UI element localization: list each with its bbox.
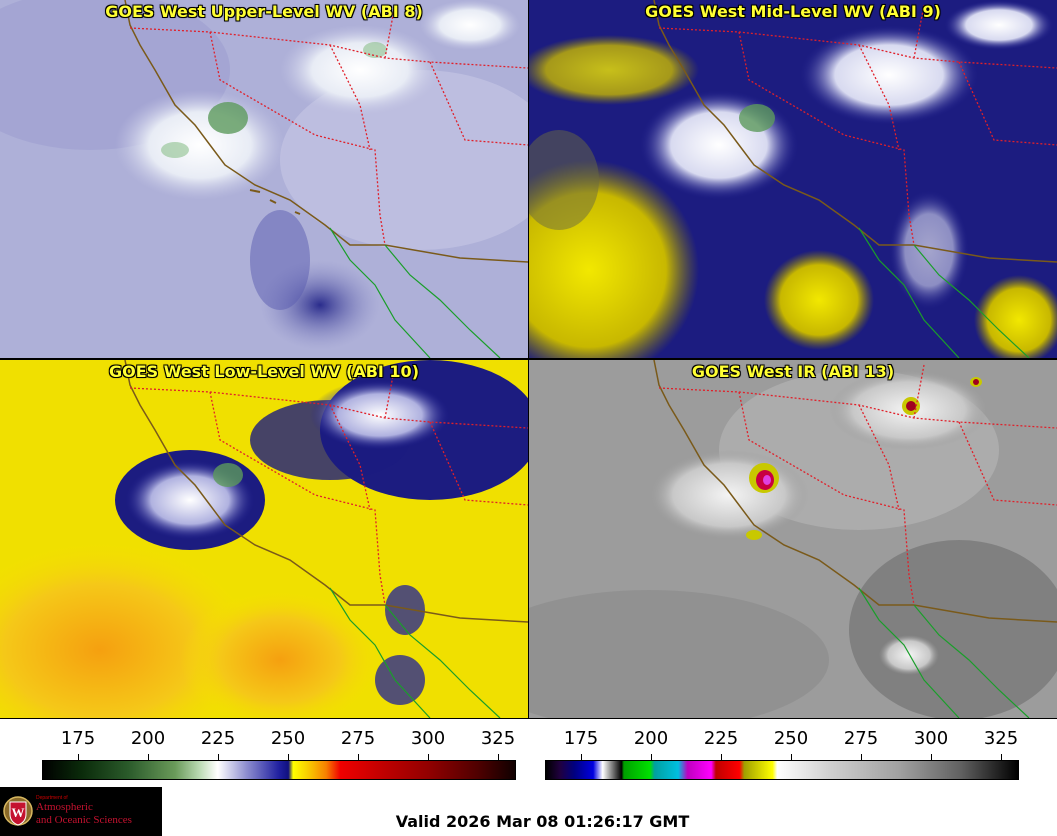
tick-label: 325 bbox=[983, 728, 1019, 749]
tick-label: 325 bbox=[480, 728, 516, 749]
tick-label: 275 bbox=[843, 728, 879, 749]
panel-title: GOES West IR (ABI 13) bbox=[691, 362, 895, 381]
wv-colorbar-ticks: 175 200 225 250 275 300 325 bbox=[42, 728, 522, 750]
seal-letter: W bbox=[12, 805, 25, 820]
tick-label: 175 bbox=[60, 728, 96, 749]
tick-label: 175 bbox=[563, 728, 599, 749]
panel-title: GOES West Upper-Level WV (ABI 8) bbox=[105, 2, 423, 21]
tick-label: 200 bbox=[633, 728, 669, 749]
tick-label: 300 bbox=[913, 728, 949, 749]
panel-low-level-wv: GOES West Low-Level WV (ABI 10) bbox=[0, 360, 528, 718]
tick-label: 300 bbox=[410, 728, 446, 749]
upper-level-wv-image bbox=[0, 0, 528, 358]
logo-dept: Department of bbox=[36, 795, 68, 801]
ir-image bbox=[529, 360, 1057, 718]
ir-colorbar-ticks: 175 200 225 250 275 300 325 bbox=[545, 728, 1025, 750]
ir-colorbar: 175 200 225 250 275 300 325 bbox=[545, 720, 1025, 780]
tick-label: 250 bbox=[270, 728, 306, 749]
tick-label: 200 bbox=[130, 728, 166, 749]
valid-time: Valid 2026 Mar 08 01:26:17 GMT bbox=[395, 812, 690, 831]
uw-seal-icon: W bbox=[3, 796, 33, 826]
horizontal-divider bbox=[0, 358, 1057, 360]
mid-level-wv-image bbox=[529, 0, 1057, 358]
ir-colorbar-gradient bbox=[545, 760, 1019, 780]
tick-label: 225 bbox=[200, 728, 236, 749]
logo-line2: and Oceanic Sciences bbox=[36, 814, 132, 826]
bottom-border bbox=[0, 718, 1057, 719]
low-level-wv-image bbox=[0, 360, 528, 718]
panel-title: GOES West Low-Level WV (ABI 10) bbox=[108, 362, 419, 381]
tick-label: 250 bbox=[773, 728, 809, 749]
wv-colorbar-gradient bbox=[42, 760, 516, 780]
panel-title: GOES West Mid-Level WV (ABI 9) bbox=[645, 2, 941, 21]
logo-line1: Atmospheric bbox=[36, 801, 93, 813]
wv-colorbar: 175 200 225 250 275 300 325 bbox=[42, 720, 522, 780]
panel-ir: GOES West IR (ABI 13) bbox=[529, 360, 1057, 718]
tick-label: 275 bbox=[340, 728, 376, 749]
panel-mid-level-wv: GOES West Mid-Level WV (ABI 9) bbox=[529, 0, 1057, 358]
aos-logo: W Department of Atmospheric and Oceanic … bbox=[0, 787, 162, 836]
tick-label: 225 bbox=[703, 728, 739, 749]
panel-upper-level-wv: GOES West Upper-Level WV (ABI 8) bbox=[0, 0, 528, 358]
